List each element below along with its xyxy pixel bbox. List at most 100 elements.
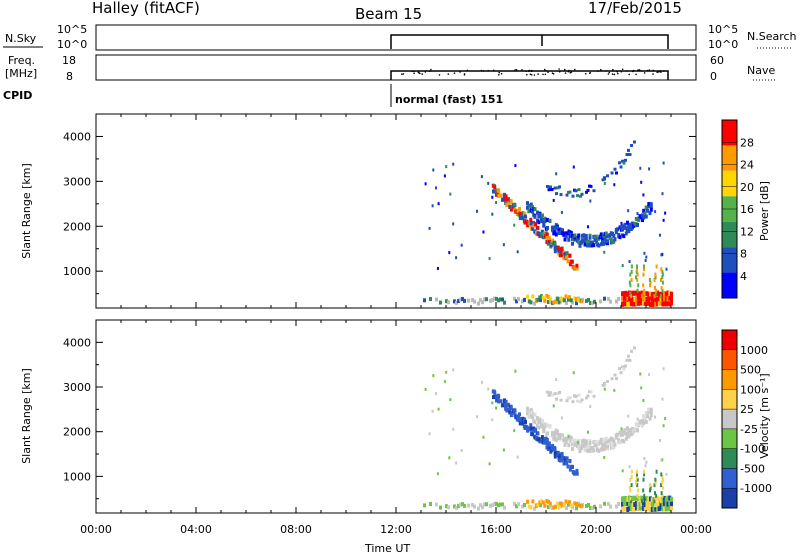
power-cell <box>501 197 505 202</box>
velocity-cell <box>638 505 642 511</box>
velocity-cell <box>645 496 649 502</box>
power-cell <box>653 294 656 299</box>
nave-dot <box>525 70 527 72</box>
velocity-cell <box>629 488 632 493</box>
power-cell <box>621 291 624 297</box>
power-cell <box>603 250 606 254</box>
velocity-cell <box>616 432 619 437</box>
velocity-cell <box>503 505 506 510</box>
power-cell <box>546 185 549 188</box>
velocity-cell <box>552 505 556 510</box>
power-cell <box>573 296 577 301</box>
velocity-cell <box>592 448 596 453</box>
power-cell <box>532 221 536 226</box>
velocity-cell <box>648 373 651 377</box>
velocity-cell <box>626 507 630 512</box>
velocity-cell <box>635 495 638 501</box>
velocity-cell <box>548 501 552 506</box>
velocity-cell <box>668 495 672 501</box>
power-cell <box>666 290 670 296</box>
velocity-colorbar-tick-label: 500 <box>740 364 761 377</box>
power-cell <box>435 297 438 302</box>
power-cell <box>661 280 664 285</box>
velocity-cell <box>636 493 639 498</box>
velocity-cell <box>634 422 638 427</box>
velocity-cell <box>533 506 536 511</box>
velocity-cell <box>563 436 567 441</box>
velocity-cell <box>529 423 533 428</box>
power-cell <box>577 188 581 192</box>
power-cell <box>576 235 579 239</box>
velocity-cell <box>573 438 577 443</box>
velocity-cell <box>523 417 527 422</box>
velocity-cell <box>571 400 575 404</box>
velocity-cell <box>592 394 596 398</box>
nsearch-label: N.Search <box>747 30 797 43</box>
power-ytick-label: 2000 <box>63 220 91 233</box>
velocity-cell <box>628 358 632 362</box>
power-cell <box>537 231 541 236</box>
velocity-cell <box>657 506 661 512</box>
velocity-cell <box>530 426 533 431</box>
velocity-cell <box>613 442 617 447</box>
power-cell <box>646 208 649 213</box>
power-cell <box>491 298 494 303</box>
velocity-cell <box>589 405 592 408</box>
power-cell <box>642 272 645 277</box>
velocity-cell <box>521 416 525 421</box>
power-cell <box>543 298 547 303</box>
power-cell <box>493 185 497 190</box>
nave-dot <box>482 70 485 72</box>
velocity-cell <box>567 502 570 507</box>
velocity-cell <box>649 410 653 415</box>
velocity-cell <box>591 506 594 511</box>
power-cell <box>649 280 652 285</box>
velocity-ytick-label: 4000 <box>63 336 91 349</box>
power-cell <box>533 214 537 219</box>
power-cell <box>661 272 664 277</box>
velocity-cell <box>640 495 644 501</box>
power-cell <box>554 232 558 237</box>
power-cell <box>635 300 638 306</box>
velocity-cell <box>481 505 484 510</box>
nave-dot <box>529 73 532 76</box>
power-cell <box>627 209 630 213</box>
power-cell <box>642 215 646 220</box>
velocity-cell <box>533 412 537 417</box>
velocity-cell <box>449 398 452 402</box>
velocity-cell <box>639 372 642 376</box>
power-cell <box>523 297 526 302</box>
power-colorbar: 28 24 20 16 12 8 4 <box>721 119 754 299</box>
velocity-cell <box>642 488 645 493</box>
power-cell <box>624 290 628 296</box>
power-cell <box>473 299 476 304</box>
velocity-cell <box>573 470 577 475</box>
velocity-cell <box>499 502 502 507</box>
velocity-xtick-label: 00:00 <box>680 523 712 536</box>
velocity-cell <box>547 499 550 504</box>
power-cell <box>649 301 652 307</box>
velocity-cell <box>628 485 631 490</box>
velocity-cell <box>531 432 535 437</box>
velocity-cell <box>471 503 474 507</box>
velocity-cell <box>507 408 511 412</box>
power-cell <box>607 297 610 301</box>
velocity-cell <box>577 393 581 397</box>
power-cell <box>566 231 569 236</box>
nave-dot <box>613 73 616 76</box>
velocity-cell <box>630 469 633 474</box>
velocity-cell <box>554 437 558 442</box>
power-cell <box>560 248 564 253</box>
nave-dot <box>487 69 490 72</box>
velocity-colorbar-frame <box>721 329 738 509</box>
velocity-cell <box>533 420 537 425</box>
power-cell <box>636 288 639 293</box>
power-cell <box>573 237 577 242</box>
velocity-cell <box>659 499 662 504</box>
power-cell <box>552 198 555 202</box>
velocity-cell <box>572 371 575 375</box>
nave-dot <box>402 73 405 75</box>
velocity-cell <box>502 448 505 452</box>
velocity-cell <box>627 430 631 435</box>
power-cell <box>636 267 638 272</box>
